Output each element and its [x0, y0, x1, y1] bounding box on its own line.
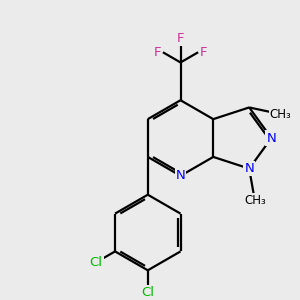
- Text: F: F: [154, 46, 161, 59]
- Text: CH₃: CH₃: [244, 194, 266, 207]
- Text: F: F: [177, 32, 184, 45]
- Text: Cl: Cl: [141, 286, 154, 298]
- Text: N: N: [176, 169, 185, 182]
- Text: N: N: [244, 162, 254, 175]
- Text: F: F: [200, 46, 207, 59]
- Text: CH₃: CH₃: [270, 108, 292, 121]
- Text: Cl: Cl: [90, 256, 103, 269]
- Text: N: N: [266, 131, 276, 145]
